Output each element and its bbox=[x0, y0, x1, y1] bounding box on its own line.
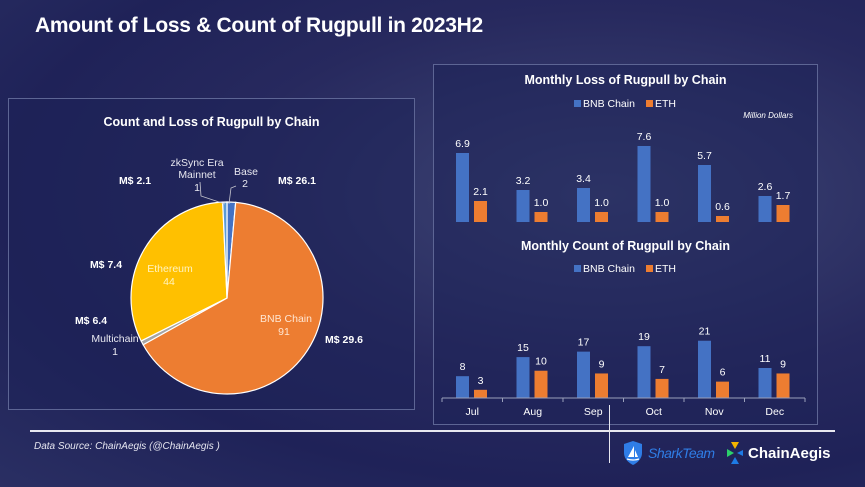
chainaegis-logo: ChainAegis bbox=[726, 438, 831, 468]
sharkteam-logo: SharkTeam bbox=[622, 438, 715, 468]
data-source: Data Source: ChainAegis (@ChainAegis ) bbox=[34, 441, 220, 452]
page-title: Amount of Loss & Count of Rugpull in 202… bbox=[35, 14, 483, 37]
sharkteam-logo-text: SharkTeam bbox=[648, 445, 715, 461]
pie-chart-title: Count and Loss of Rugpull by Chain bbox=[103, 115, 320, 129]
footer-vertical-divider bbox=[609, 405, 610, 463]
bar-charts-panel: Monthly Loss of Rugpull by Chain Monthly… bbox=[433, 64, 818, 425]
pie-chart-panel: Count and Loss of Rugpull by Chain bbox=[8, 98, 415, 410]
count-chart-title: Monthly Count of Rugpull by Chain bbox=[521, 239, 730, 253]
loss-chart-title: Monthly Loss of Rugpull by Chain bbox=[524, 73, 727, 87]
chainaegis-mark-icon bbox=[727, 442, 743, 464]
shark-shield-icon bbox=[624, 441, 642, 465]
chainaegis-logo-text: ChainAegis bbox=[748, 444, 831, 462]
footer-divider bbox=[30, 430, 835, 432]
